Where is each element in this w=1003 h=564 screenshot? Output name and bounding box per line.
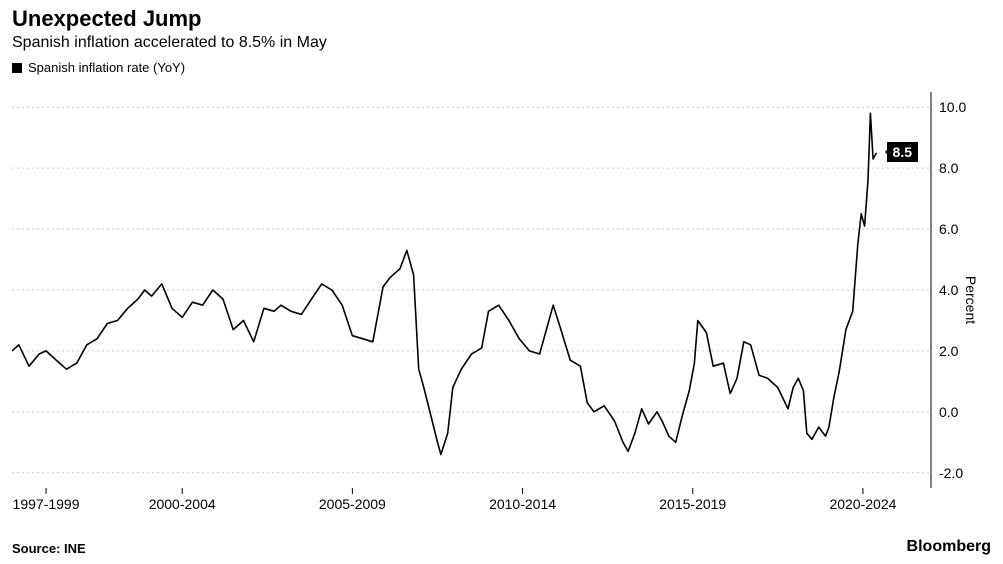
line-chart: -2.0 0.0 2.0 4.0 6.0 8.0 10.0 (12, 86, 991, 514)
y-tick-label: 10.0 (939, 99, 966, 115)
y-tick-label: -2.0 (939, 465, 963, 481)
x-axis-ticks: 1997-1999 2000-2004 2005-2009 2010-2014 2015… (12, 496, 931, 516)
legend-label: Spanish inflation rate (YoY) (28, 60, 185, 75)
chart-area: -2.0 0.0 2.0 4.0 6.0 8.0 10.0 Percent 8.5 1997… (12, 86, 991, 514)
x-tick-label: 2015-2019 (659, 496, 726, 512)
y-tick-label: 0.0 (939, 404, 959, 420)
inflation-line (12, 113, 877, 454)
x-tick-label: 2010-2014 (489, 496, 556, 512)
y-tick-label: 2.0 (939, 343, 959, 359)
legend-swatch (12, 63, 22, 73)
y-axis-label: Percent (963, 276, 979, 324)
chart-header: Unexpected Jump Spanish inflation accele… (0, 0, 1003, 52)
chart-footer: Source: INE Bloomberg (12, 538, 991, 556)
source-label: Source: INE (12, 541, 86, 556)
chart-subtitle: Spanish inflation accelerated to 8.5% in… (12, 34, 991, 52)
y-tick-label: 8.0 (939, 160, 959, 176)
x-tick-label: 2000-2004 (149, 496, 216, 512)
value-callout: 8.5 (887, 142, 918, 162)
y-tick-label: 4.0 (939, 282, 959, 298)
chart-legend: Spanish inflation rate (YoY) (0, 52, 1003, 75)
x-tick-label: 1997-1999 (13, 496, 80, 512)
x-tick-label: 2005-2009 (319, 496, 386, 512)
brand-label: Bloomberg (907, 538, 991, 556)
y-tick-label: 6.0 (939, 221, 959, 237)
x-tick-label: 2020-2024 (829, 496, 896, 512)
chart-title: Unexpected Jump (12, 6, 991, 32)
